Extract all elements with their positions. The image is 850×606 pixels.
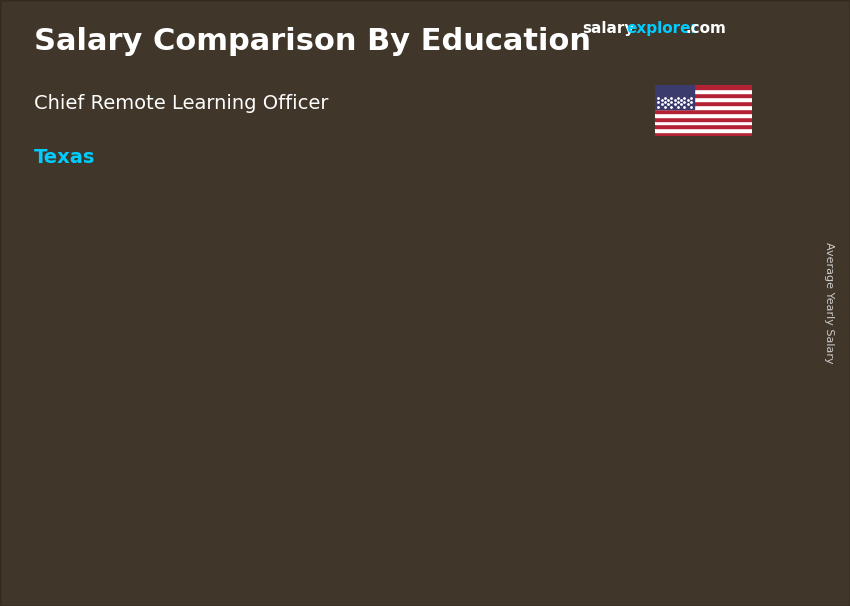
Text: +45%: +45% [475, 95, 547, 115]
Bar [159, 355, 254, 515]
Bar [369, 276, 464, 515]
Text: PhD: PhD [608, 542, 645, 560]
Bar [654, 85, 752, 89]
Text: Chief Remote Learning Officer: Chief Remote Learning Officer [34, 94, 328, 113]
Bar [654, 113, 752, 116]
Text: 141,000 USD: 141,000 USD [365, 251, 475, 267]
Bar [241, 355, 247, 515]
Text: 94,900 USD: 94,900 USD [155, 330, 254, 344]
Text: Average Yearly Salary: Average Yearly Salary [824, 242, 834, 364]
Bar [159, 355, 254, 359]
FancyArrowPatch shape [418, 172, 620, 281]
Bar [579, 168, 674, 515]
Bar [451, 276, 457, 515]
Bar [654, 128, 752, 132]
Text: .com: .com [686, 21, 727, 36]
Text: explorer: explorer [626, 21, 699, 36]
Bar [654, 116, 752, 121]
Text: Bachelor's
Degree: Bachelor's Degree [158, 542, 255, 581]
Bar [654, 89, 752, 93]
Bar [369, 276, 464, 284]
Bar [654, 132, 752, 136]
FancyArrowPatch shape [208, 275, 410, 357]
Text: salary: salary [582, 21, 635, 36]
Bar [654, 124, 752, 128]
Bar [654, 93, 752, 97]
Bar [162, 355, 172, 515]
Bar [579, 168, 674, 179]
Text: Master's
Degree: Master's Degree [377, 542, 456, 581]
Bar [654, 97, 752, 101]
Bar [654, 121, 752, 124]
Bar [372, 276, 382, 515]
Bar [654, 101, 752, 105]
Text: 205,000 USD: 205,000 USD [575, 143, 685, 158]
Text: Texas: Texas [34, 148, 95, 167]
Text: Salary Comparison By Education: Salary Comparison By Education [34, 27, 591, 56]
Bar [654, 105, 752, 108]
Bar [654, 108, 752, 113]
Text: +49%: +49% [265, 223, 337, 243]
Bar [661, 168, 667, 515]
Bar [654, 85, 694, 108]
Bar [582, 168, 592, 515]
